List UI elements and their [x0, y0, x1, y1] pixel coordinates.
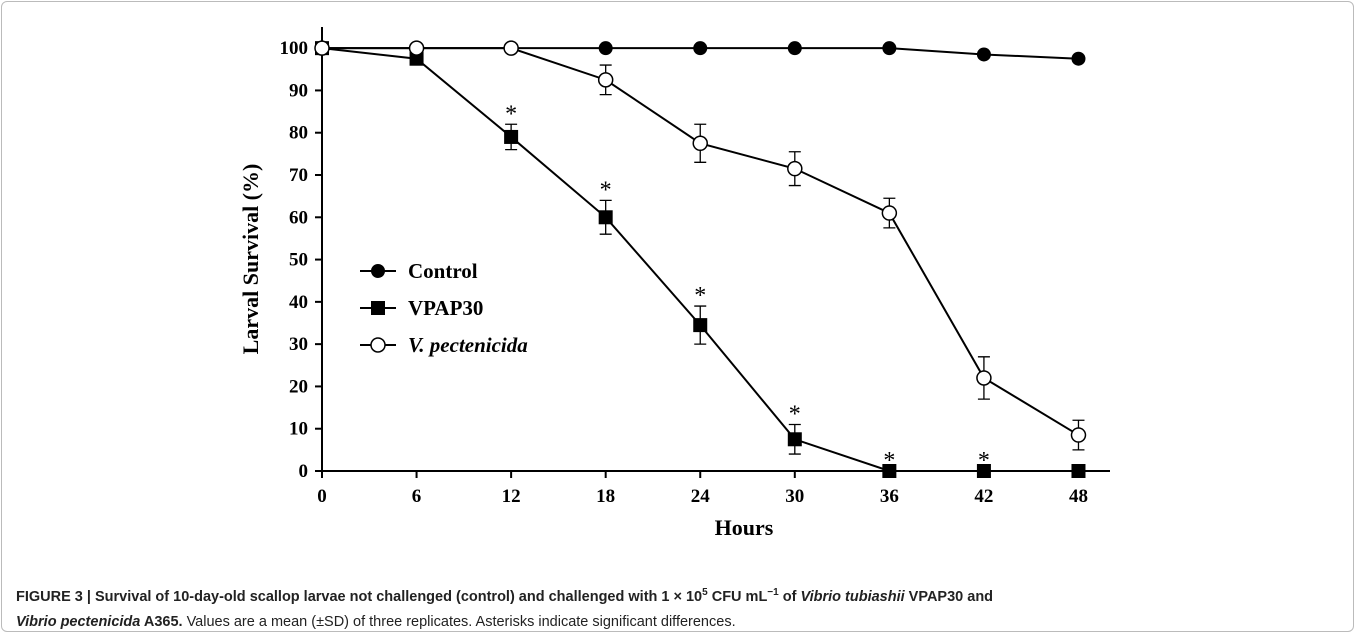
data-point [503, 40, 519, 56]
caption-text: CFU mL [707, 588, 768, 605]
legend-label: Control [408, 259, 478, 283]
data-point [693, 41, 708, 56]
data-point [693, 318, 708, 333]
data-point [787, 432, 802, 447]
y-axis-label: Larval Survival (%) [238, 164, 263, 355]
legend-label: V. pectenicida [408, 333, 528, 357]
significance-label: * [883, 448, 895, 474]
data-point [976, 464, 991, 478]
legend-label: VPAP30 [408, 296, 483, 320]
y-tick-label: 60 [289, 207, 308, 228]
caption: FIGURE 3 | Survival of 10-day-old scallo… [16, 580, 1336, 635]
data-point [976, 370, 992, 386]
y-tick-label: 50 [289, 250, 308, 271]
y-tick-label: 100 [280, 38, 309, 59]
x-axis-label: Hours [715, 515, 774, 540]
caption-text: VPAP30 and [904, 588, 994, 605]
data-point [504, 129, 519, 144]
y-tick-label: 70 [289, 165, 308, 186]
x-tick-label: 0 [317, 486, 327, 507]
data-point [597, 72, 614, 88]
y-tick-label: 30 [289, 334, 308, 355]
series-line [322, 47, 1079, 436]
caption-sup: −1 [767, 587, 779, 598]
data-point [1071, 51, 1086, 66]
caption-text: of [778, 588, 801, 605]
x-tick-label: 30 [785, 486, 804, 507]
data-point [692, 135, 708, 152]
significance-label: * [978, 448, 990, 474]
caption-text: Values are a mean (±SD) of three replica… [182, 613, 736, 630]
data-point [408, 40, 425, 56]
caption-text: FIGURE 3 | Survival of 10-day-old scallo… [16, 588, 703, 605]
legend-marker [370, 337, 386, 353]
significance-label: * [694, 283, 706, 309]
data-point [882, 464, 897, 478]
caption-italic: Vibrio pectenicida [16, 613, 141, 630]
caption-sup: 5 [702, 587, 708, 598]
x-tick-label: 36 [880, 486, 899, 507]
data-point [1071, 464, 1086, 478]
x-tick-label: 24 [691, 486, 711, 507]
significance-label: * [505, 101, 517, 127]
data-point [598, 41, 613, 56]
data-point [409, 51, 424, 66]
significance-label: * [789, 401, 801, 427]
data-point [314, 40, 330, 56]
y-tick-label: 90 [289, 80, 308, 101]
x-tick-label: 48 [1069, 486, 1088, 507]
x-tick-label: 42 [974, 486, 993, 507]
caption-text: A365. [140, 613, 183, 630]
data-point [598, 210, 613, 225]
data-point [787, 41, 802, 56]
x-tick-label: 12 [502, 486, 521, 507]
x-tick-label: 6 [412, 486, 422, 507]
caption-italic: Vibrio tubiashii [800, 588, 905, 605]
y-tick-label: 10 [289, 419, 308, 440]
chart: Hours Larval Survival (%) 01020304050607… [238, 27, 1110, 540]
data-point [787, 160, 803, 177]
x-tick-label: 18 [596, 486, 615, 507]
y-tick-label: 0 [299, 461, 309, 482]
data-point [1070, 427, 1087, 443]
legend-marker [371, 264, 385, 278]
legend-marker [371, 301, 385, 315]
data-point [882, 41, 897, 56]
data-point [976, 47, 991, 62]
significance-label: * [600, 177, 612, 203]
y-tick-label: 20 [289, 376, 308, 397]
y-tick-label: 80 [289, 123, 308, 144]
y-tick-label: 40 [289, 292, 308, 313]
data-point [881, 205, 898, 221]
